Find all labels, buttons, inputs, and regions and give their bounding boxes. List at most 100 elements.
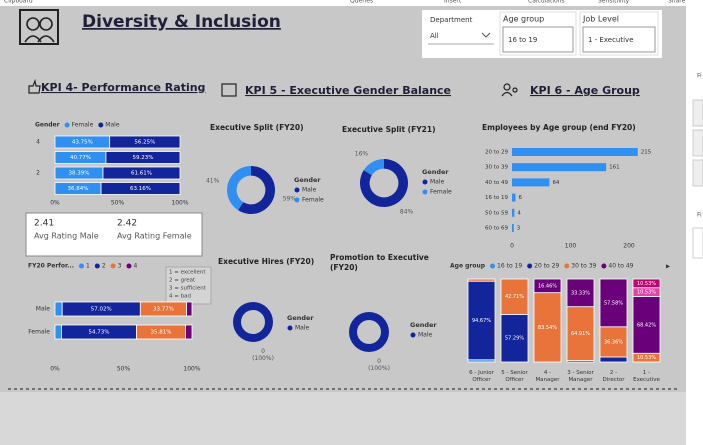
legend-marker [527, 263, 533, 269]
legend-marker [564, 263, 570, 269]
legend-marker [78, 263, 84, 269]
legend-note: 4 = bad [169, 294, 191, 300]
card-value: 2.42 [117, 219, 137, 229]
bar-segment [467, 280, 496, 361]
bar-segment [500, 314, 529, 363]
slicer-box[interactable] [502, 26, 574, 53]
legend-marker [110, 263, 116, 269]
calendar-icon [221, 83, 237, 97]
data-label: 56.25% [134, 140, 155, 146]
legend-label: 30 to 39 [571, 263, 596, 270]
data-label: 33.77% [153, 307, 174, 313]
donut-slice [233, 302, 273, 342]
data-label: 54.73% [88, 330, 109, 336]
y-tick-label: 50 to 59 [485, 210, 509, 216]
data-label: 43.75% [72, 140, 93, 146]
data-label: 64.91% [571, 331, 590, 337]
data-label: 3 [517, 226, 521, 232]
donut-slice [363, 159, 384, 176]
legend-marker [64, 122, 70, 128]
data-label: 84% [400, 208, 414, 215]
data-label: 64 [552, 180, 559, 186]
side-button[interactable] [692, 227, 703, 259]
x-tick-label: 5 - Senior Officer [501, 370, 528, 383]
x-tick-label: 0% [50, 200, 60, 207]
x-tick-label: 100% [183, 366, 200, 373]
bar-segment [599, 326, 628, 358]
slicer-box[interactable] [582, 26, 656, 53]
ribbon-label: Clipboard [4, 0, 33, 5]
x-tick-label: 100 [565, 243, 577, 250]
x-tick-label: 200 [623, 243, 635, 250]
chart-title: Executive Split (FY21) [342, 125, 436, 134]
data-label: 38.39% [69, 171, 90, 177]
chart-title: Promotion to Executive (FY20) [330, 253, 429, 272]
filter-label: Age group [503, 15, 544, 24]
chart-title: Employees by Age group (end FY20) [482, 123, 636, 132]
legend-label: Male [302, 187, 317, 194]
filter-value: 16 to 19 [508, 36, 537, 44]
bar [512, 224, 514, 232]
y-tick-label: 40 to 49 [485, 180, 509, 186]
legend-scroll[interactable]: ▸ [666, 262, 670, 271]
data-label: 0 (100%) [252, 348, 274, 362]
donut-slice [226, 166, 251, 211]
legend-label: 4 [133, 263, 137, 270]
data-label: 59% [283, 196, 297, 203]
side-button[interactable] [692, 99, 703, 127]
data-label: 57.58% [604, 300, 623, 306]
filter-value: 1 - Executive [588, 36, 634, 44]
donut-slice [238, 166, 276, 215]
bar-segment [467, 278, 496, 282]
legend-marker [294, 197, 300, 203]
legend-marker [410, 332, 416, 338]
data-label: 33.33% [571, 290, 590, 296]
donut-slice [360, 159, 409, 207]
x-tick-label: 4 -Manager [535, 370, 560, 383]
legend-label: 20 to 29 [534, 263, 559, 270]
side-button[interactable] [692, 159, 703, 187]
data-label: 36.36% [604, 339, 623, 345]
legend-title: Gender [294, 176, 321, 184]
legend-marker [422, 179, 428, 185]
section-title: KPI 6 - Age Group [530, 84, 640, 97]
legend-title: Age group [450, 263, 486, 270]
bar-segment [102, 166, 181, 180]
ribbon-label: Sensitivity [598, 0, 630, 5]
bar [512, 178, 550, 187]
legend-marker [126, 263, 132, 269]
legend-marker [98, 122, 104, 128]
filter-label: Job Level [582, 15, 619, 24]
filter-panel: Department All Age group 16 to 19 Job Le… [422, 10, 662, 58]
data-label: 10.53% [637, 281, 656, 287]
data-label: 16% [355, 151, 369, 158]
bar [512, 208, 515, 217]
x-tick-label: 50% [111, 200, 125, 207]
logo [19, 9, 59, 45]
ribbon-label: Insert [444, 0, 462, 5]
bar-segment [109, 135, 181, 149]
legend-label: 1 [86, 263, 90, 270]
x-tick-label: 2 -Director [602, 370, 625, 383]
donut-slice [349, 312, 389, 352]
side-button[interactable] [692, 129, 703, 157]
y-tick-label: Male [36, 306, 51, 313]
bar [512, 148, 638, 156]
legend-marker [287, 325, 293, 331]
section-title: KPI 4- Performance Rating [41, 81, 205, 94]
legend-label: Female [72, 122, 94, 129]
legend-label: Male [105, 122, 120, 129]
legend-marker [94, 263, 100, 269]
bar-segment [632, 278, 661, 289]
card-label: Avg Rating Male [34, 232, 99, 241]
legend-note: 3 = sufficient [169, 286, 207, 292]
legend-marker [490, 263, 496, 269]
legend-label: Male [418, 332, 433, 339]
y-tick-label: 16 to 19 [485, 195, 509, 201]
legend-title: Gender [287, 314, 314, 322]
bar-segment [533, 278, 562, 294]
x-tick-label: 3 - Senior Manager [567, 370, 594, 383]
dropdown[interactable]: All [428, 32, 494, 45]
